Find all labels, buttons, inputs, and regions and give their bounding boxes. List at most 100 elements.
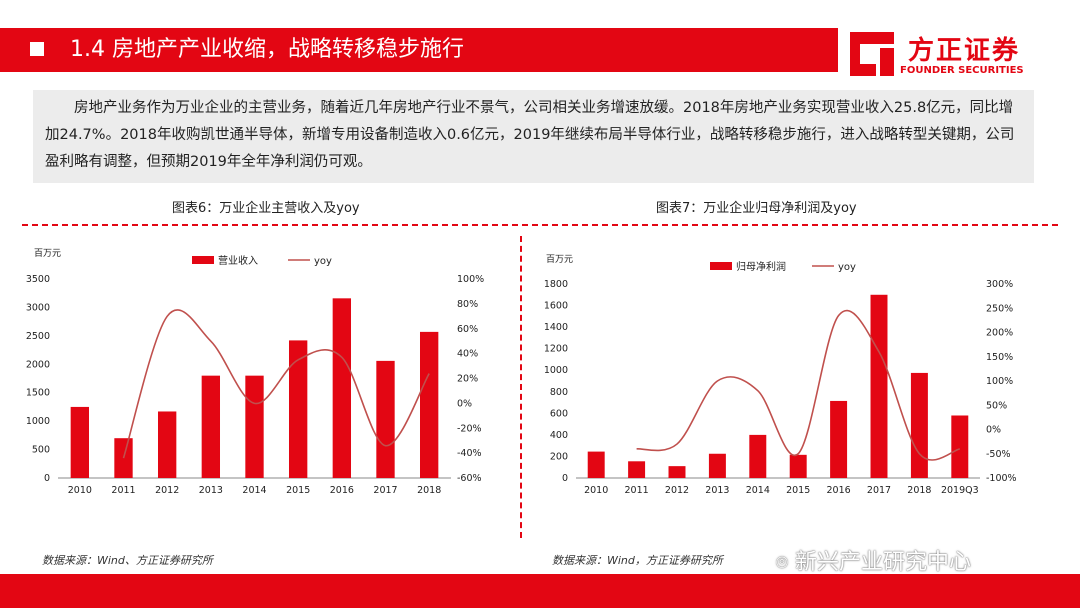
y2-tick-label: 80%: [457, 299, 478, 310]
header-bar: 1.4 房地产产业收缩，战略转移稳步施行: [0, 28, 838, 72]
x-tick-label: 2017: [867, 485, 891, 496]
y-axis-unit-label: 百万元: [546, 254, 573, 265]
y-tick-label: 0: [44, 473, 50, 484]
horizontal-divider: [22, 224, 1058, 226]
source-right: 数据来源：Wind，方正证券研究所: [552, 554, 723, 567]
y2-tick-label: 50%: [986, 400, 1007, 411]
source-left: 数据来源：Wind、方正证券研究所: [42, 554, 213, 567]
caption-left: 图表6：万业企业主营收入及yoy: [172, 201, 360, 216]
y2-tick-label: 0%: [457, 398, 472, 409]
y-tick-label: 2500: [26, 331, 50, 342]
header-square-icon: [30, 42, 44, 56]
net-profit-chart: 百万元 0 200 400 600 800 1000 1200 1400 1600 1800 -100…: [544, 254, 1017, 496]
y2-tick-label: 60%: [457, 324, 478, 335]
summary-box: 房地产业务作为万业企业的主营业务，随着近几年房地产行业不景气，公司相关业务增速放…: [33, 90, 1034, 183]
y-tick-label: 1500: [26, 388, 50, 399]
y-tick-label: 1400: [544, 322, 568, 333]
y2-tick-label: 250%: [986, 303, 1013, 314]
x-tick-label: 2017: [373, 485, 397, 496]
y2-tick-label: -20%: [457, 423, 482, 434]
bar-2019Q3: [951, 415, 969, 478]
y2-tick-label: 0%: [986, 425, 1001, 436]
y-tick-label: 1000: [544, 365, 568, 376]
bar-2015: [288, 340, 308, 478]
y2-tick-label: -40%: [457, 448, 482, 459]
y-tick-label: 600: [550, 408, 568, 419]
x-tick-label: 2011: [111, 485, 135, 496]
bar-2013: [201, 375, 221, 478]
bar-2012: [668, 466, 686, 478]
x-tick-label: 2016: [330, 485, 354, 496]
legend-bar-label: 营业收入: [218, 254, 258, 267]
y-tick-label: 1600: [544, 301, 568, 312]
y-tick-label: 400: [550, 430, 568, 441]
logo-name-cn: 方正证券: [908, 36, 1021, 66]
x-tick-label: 2011: [625, 485, 649, 496]
bar-2013: [708, 453, 726, 478]
x-tick-label: 2015: [286, 485, 310, 496]
bar-2018: [910, 372, 928, 478]
legend-bar-label: 归母净利润: [736, 260, 786, 273]
footer-bar: [0, 574, 1080, 608]
yoy-line: [122, 309, 430, 459]
x-tick-label: 2016: [827, 485, 851, 496]
bar-2018: [419, 331, 439, 478]
logo-name-en: FOUNDER SECURITIES: [900, 65, 1024, 76]
summary-text: 房地产业务作为万业企业的主营业务，随着近几年房地产行业不景气，公司相关业务增速放…: [45, 100, 1015, 170]
x-tick-label: 2018: [417, 485, 441, 496]
bar-2015: [789, 454, 807, 478]
bar-2010: [587, 451, 605, 478]
y-tick-label: 1800: [544, 279, 568, 290]
founder-logo-icon: [850, 32, 894, 76]
x-tick-label: 2018: [907, 485, 931, 496]
bar-2011: [628, 461, 646, 478]
bar-2014: [749, 434, 767, 478]
y-axis-unit-label: 百万元: [34, 248, 61, 259]
y2-tick-label: 100%: [986, 376, 1013, 387]
legend-bar-swatch: [192, 256, 214, 264]
bar-2016: [830, 400, 848, 478]
bar-2014: [245, 375, 264, 478]
y2-tick-label: 20%: [457, 374, 478, 385]
y-tick-label: 3000: [26, 302, 50, 313]
bar-2010: [70, 406, 90, 478]
y2-tick-label: -50%: [986, 449, 1011, 460]
x-tick-label: 2012: [155, 485, 179, 496]
y2-tick-label: 200%: [986, 328, 1013, 339]
y-tick-label: 2000: [26, 359, 50, 370]
y-tick-label: 800: [550, 387, 568, 398]
legend-line-label: yoy: [838, 262, 856, 273]
company-logo: 方正证券 FOUNDER SECURITIES: [846, 28, 1046, 80]
wechat-icon: ⌾: [776, 550, 788, 574]
x-tick-label: 2010: [68, 485, 92, 496]
y2-tick-label: 150%: [986, 352, 1013, 363]
caption-right: 图表7：万业企业归母净利润及yoy: [656, 201, 857, 216]
y-tick-label: 1200: [544, 344, 568, 355]
y2-tick-label: 40%: [457, 349, 478, 360]
bar-2012: [157, 411, 177, 478]
y-tick-label: 0: [562, 473, 568, 484]
x-tick-label: 2013: [199, 485, 223, 496]
y2-tick-label: -100%: [986, 473, 1017, 484]
x-tick-label: 2013: [705, 485, 729, 496]
x-tick-label: 2019Q3: [941, 485, 979, 496]
bar-2016: [332, 298, 352, 478]
revenue-chart: 百万元 0 500 1000 1500 2000 2500 3000 3500 -60% -40% -…: [26, 248, 484, 496]
x-tick-label: 2010: [584, 485, 608, 496]
y-tick-label: 1000: [26, 416, 50, 427]
watermark-text: 新兴产业研究中心: [795, 550, 972, 575]
x-tick-label: 2014: [242, 485, 266, 496]
y-tick-label: 3500: [26, 274, 50, 285]
x-tick-label: 2015: [786, 485, 810, 496]
vertical-divider: [520, 236, 522, 538]
y2-tick-label: -60%: [457, 473, 482, 484]
wechat-watermark: ⌾ 新兴产业研究中心: [776, 544, 971, 576]
legend-bar-swatch: [710, 262, 732, 270]
y2-tick-label: 100%: [457, 274, 484, 285]
x-tick-label: 2014: [746, 485, 770, 496]
bar-2017: [376, 360, 395, 478]
x-tick-label: 2012: [665, 485, 689, 496]
y-tick-label: 500: [32, 445, 50, 456]
page-title: 1.4 房地产产业收缩，战略转移稳步施行: [70, 37, 464, 62]
bar-2017: [870, 294, 888, 478]
